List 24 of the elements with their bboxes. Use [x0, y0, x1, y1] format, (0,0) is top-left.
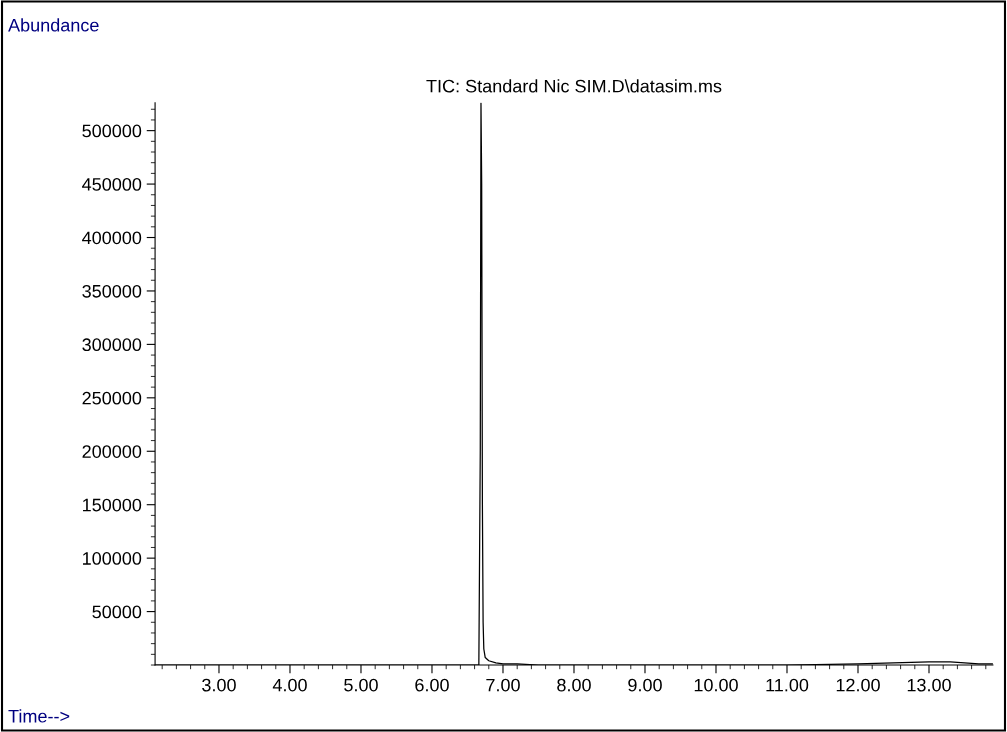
x-tick-label: 12.00	[836, 678, 880, 692]
y-tick-label: 350000	[82, 284, 142, 298]
x-tick-label: 4.00	[272, 678, 307, 692]
x-tick-label: 13.00	[907, 678, 951, 692]
y-tick-label: 50000	[92, 605, 142, 619]
y-tick-label: 250000	[82, 391, 142, 405]
chart-title: TIC: Standard Nic SIM.D\datasim.ms	[426, 79, 722, 93]
x-tick-label: 6.00	[415, 678, 449, 692]
x-tick-label: 9.00	[628, 678, 662, 692]
y-tick-label: 150000	[83, 498, 142, 512]
y-tick-label: 300000	[82, 338, 142, 352]
y-tick-label: 450000	[82, 178, 142, 191]
x-tick-label: 7.00	[486, 678, 520, 692]
x-tick-label: 3.00	[202, 678, 236, 692]
x-tick-label: 10.00	[694, 678, 738, 692]
y-axis-title: Abundance	[8, 18, 99, 32]
y-tick-label: 500000	[82, 124, 142, 138]
y-tick-label: 400000	[82, 231, 142, 245]
y-tick-label: 100000	[83, 552, 142, 565]
y-tick-label: 200000	[82, 445, 142, 458]
x-axis-title: Time-->	[8, 709, 70, 723]
x-tick-label: 11.00	[766, 678, 809, 692]
x-tick-label: 8.00	[557, 678, 591, 692]
x-tick-label: 5.00	[344, 678, 378, 692]
